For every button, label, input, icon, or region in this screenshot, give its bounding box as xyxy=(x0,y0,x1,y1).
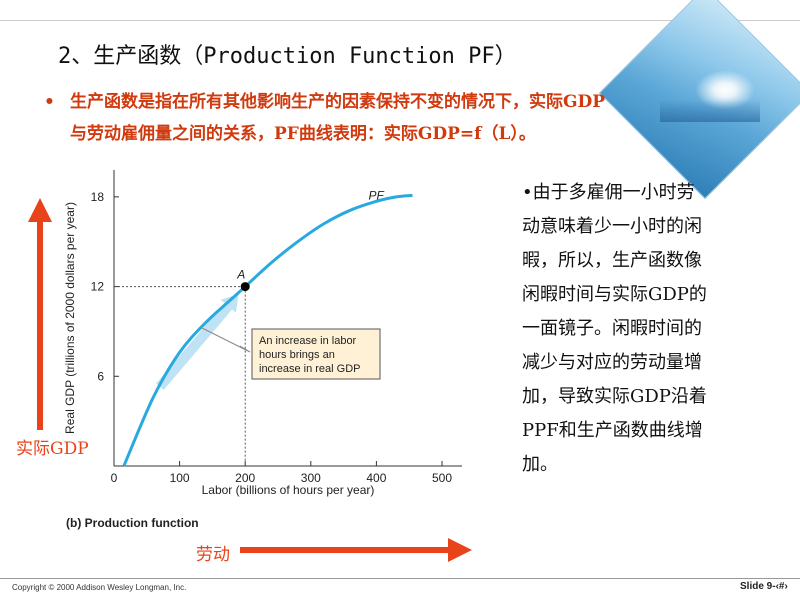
point-a-label: A xyxy=(236,268,245,282)
label-real-gdp: 实际GDP xyxy=(16,439,89,459)
definition-line-1: 生产函数是指在所有其他影响生产的因素保持不变的情况下，实际GDP xyxy=(70,92,606,112)
y-axis-label: Real GDP (trillions of 2000 dollars per … xyxy=(63,202,77,434)
chart-title: (b) Production function xyxy=(66,516,199,530)
top-rule xyxy=(0,20,800,21)
explanation-line: 动意味着少一小时的闲 xyxy=(522,216,702,237)
x-tick-label: 0 xyxy=(111,471,118,485)
explanation-text: •由于多雇佣一小时劳 动意味着少一小时的闲 暇，所以，生产函数像 闲暇时间与实际… xyxy=(522,176,762,482)
footer-rule xyxy=(0,578,800,579)
x-tick-label: 500 xyxy=(432,471,452,485)
explanation-line: 暇，所以，生产函数像 xyxy=(522,250,702,271)
series-label-pf: PF xyxy=(368,188,384,202)
copyright-text: Copyright © 2000 Addison Wesley Longman,… xyxy=(12,583,187,592)
point-a-marker xyxy=(240,282,250,292)
x-tick-label: 400 xyxy=(366,471,386,485)
annotation-box xyxy=(251,328,381,380)
definition-line-2: 与劳动雇佣量之间的关系，PF曲线表明：实际GDP=f（L）。 xyxy=(70,124,536,144)
slide-title: 2、生产函数（Production Function PF） xyxy=(58,44,517,69)
y-tick-label: 6 xyxy=(97,369,104,383)
explanation-line: 加，导致实际GDP沿着 xyxy=(522,386,707,407)
annotation-line-3: increase in real GDP xyxy=(259,363,361,375)
explanation-line: PPF和生产函数曲线增 xyxy=(522,420,703,441)
annotation-line-2: hours brings an xyxy=(259,349,335,361)
x-tick-label: 300 xyxy=(301,471,321,485)
vertical-red-arrow-head xyxy=(28,198,52,222)
x-tick-label: 100 xyxy=(170,471,190,485)
y-tick-label: 12 xyxy=(91,280,105,294)
horizontal-red-arrow-head xyxy=(448,538,472,562)
movement-arrow-shade xyxy=(156,294,239,390)
label-labor: 劳动 xyxy=(196,545,230,565)
slide-number: Slide 9-‹#› xyxy=(740,581,788,592)
explanation-line: 一面镜子。闲暇时间的 xyxy=(522,318,702,339)
explanation-line: 加。 xyxy=(522,454,558,475)
x-ticks: 0 100 200 300 400 500 xyxy=(111,461,452,485)
x-axis-label: Labor (billions of hours per year) xyxy=(202,483,375,497)
y-tick-label: 18 xyxy=(91,190,105,204)
y-ticks: 6 12 18 xyxy=(91,190,119,383)
explanation-line: •由于多雇佣一小时劳 xyxy=(522,182,695,203)
annotation-leader-2 xyxy=(199,326,251,353)
decorative-sea xyxy=(660,100,760,122)
pf-curve xyxy=(122,193,413,467)
annotation-line-1: An increase in labor xyxy=(259,335,357,347)
explanation-line: 减少与对应的劳动量增 xyxy=(522,352,702,373)
explanation-line: 闲暇时间与实际GDP的 xyxy=(522,284,707,305)
x-tick-label: 200 xyxy=(235,471,255,485)
bullet-symbol: • xyxy=(44,92,55,112)
